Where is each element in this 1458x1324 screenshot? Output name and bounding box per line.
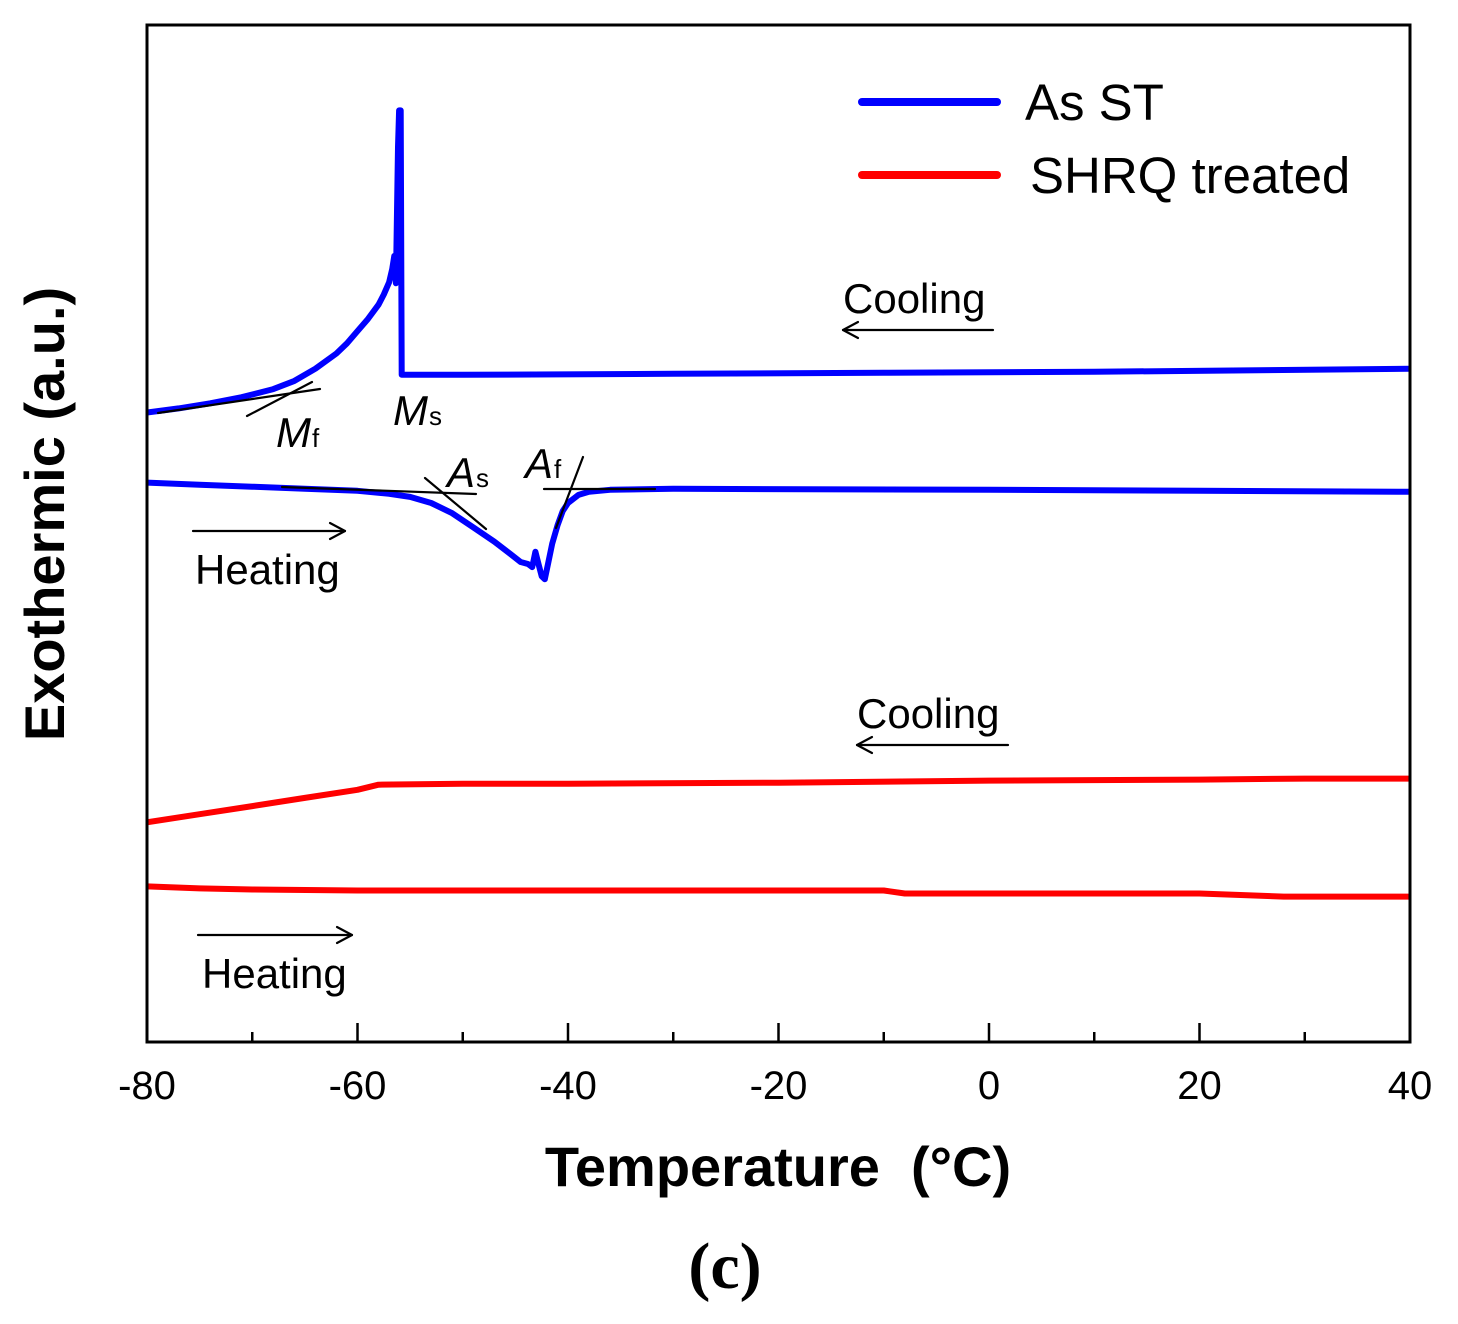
af-subscript: f (554, 454, 562, 484)
x-axis-ticks: -80 -60 -40 -20 0 20 40 (118, 1023, 1432, 1108)
af-label: Af (522, 440, 562, 487)
curves-group (147, 107, 1410, 900)
x-tick-label: 40 (1388, 1064, 1433, 1108)
cooling-label-as-st: Cooling (843, 275, 985, 322)
ms-symbol: M (393, 387, 428, 434)
legend-label-as-st: As ST (1025, 74, 1164, 131)
legend-label-shrq-treated: SHRQ treated (1030, 147, 1350, 204)
ms-label: Ms (393, 387, 442, 434)
tangent-lines (156, 380, 657, 531)
x-tick-label: -80 (118, 1064, 176, 1108)
x-tick-label: -40 (539, 1064, 597, 1108)
x-tick-label: -20 (750, 1064, 808, 1108)
curve-as-st-cooling (147, 107, 1410, 416)
mf-symbol: M (276, 409, 311, 456)
af-slope-tangent (554, 455, 585, 530)
cooling-label-shrq: Cooling (857, 690, 999, 737)
x-tick-label: -60 (329, 1064, 387, 1108)
y-axis-title: Exothermic (a.u.) (13, 287, 76, 741)
legend: As ST SHRQ treated (858, 74, 1350, 204)
mf-subscript: f (312, 423, 320, 453)
af-symbol: A (522, 440, 553, 487)
x-axis-title: Temperature (°C) (545, 1135, 1011, 1198)
as-label: As (444, 449, 489, 496)
curve-shrq-treated-heating (147, 883, 1410, 900)
mf-label: Mf (276, 409, 320, 456)
heating-label-shrq: Heating (202, 950, 347, 997)
curve-as-st-heating (147, 479, 1410, 583)
x-tick-label: 20 (1177, 1064, 1222, 1108)
as-subscript: s (476, 463, 489, 493)
as-symbol: A (444, 449, 475, 496)
cooling-arrow-as-st (841, 320, 995, 340)
ms-subscript: s (429, 401, 442, 431)
mf-slope-tangent (245, 380, 314, 418)
heating-arrow-as-st (191, 521, 347, 541)
heating-arrow-shrq (196, 925, 354, 945)
as-slope-tangent (423, 476, 488, 531)
heating-label-as-st: Heating (195, 546, 340, 593)
x-tick-label: 0 (978, 1064, 1000, 1108)
cooling-arrow-shrq (855, 735, 1010, 755)
panel-label: (c) (688, 1230, 761, 1303)
curve-shrq-treated-cooling (147, 775, 1410, 826)
